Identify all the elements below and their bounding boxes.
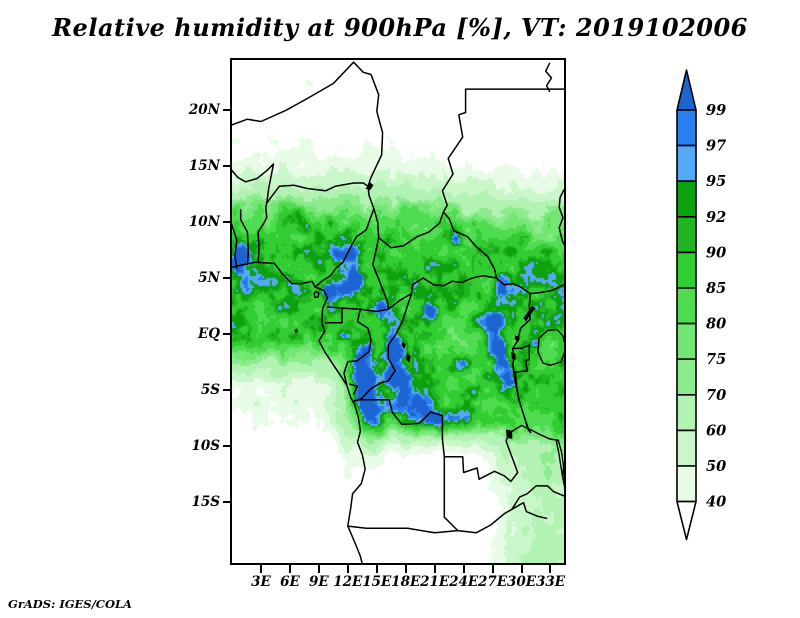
colorbar-tick-label: 95 [706, 173, 726, 190]
lat-tick-label: 15N [188, 158, 220, 175]
lat-tick-mark [223, 165, 232, 168]
colorbar-tick-label: 97 [706, 138, 726, 155]
plot-title: Relative humidity at 900hPa [%], VT: 201… [52, 13, 748, 42]
lat-tick-mark [223, 388, 232, 391]
lat-tick-label: 20N [188, 102, 220, 119]
lat-tick-label: EQ [197, 325, 220, 342]
lon-tick-label: 6E [280, 574, 300, 590]
lon-tick-label: 21E [420, 574, 450, 590]
country-borders-overlay [232, 61, 564, 563]
colorbar-tick-label: 92 [706, 209, 726, 226]
colorbar-tick-label: 40 [706, 494, 726, 511]
lon-tick-mark [288, 565, 291, 573]
lat-tick-label: 10S [191, 437, 220, 454]
colorbar-tick-label: 90 [706, 244, 726, 261]
grads-attribution: GrADS: IGES/COLA [8, 597, 132, 611]
lon-tick-mark [549, 565, 552, 573]
lon-tick-mark [346, 565, 349, 573]
colorbar-tick-label: 70 [706, 387, 726, 404]
lat-tick-mark [223, 332, 232, 335]
lat-tick-label: 5N [198, 269, 220, 286]
colorbar-tick-label: 80 [706, 316, 726, 333]
lon-tick-mark [491, 565, 494, 573]
lon-tick-label: 3E [251, 574, 271, 590]
colorbar-tick-label: 99 [706, 102, 726, 119]
lat-tick-label: 15S [191, 493, 220, 510]
lat-tick-mark [223, 221, 232, 224]
lon-tick-mark [433, 565, 436, 573]
map-plot-area [232, 60, 564, 563]
lat-tick-mark [223, 276, 232, 279]
lon-tick-mark [462, 565, 465, 573]
lon-tick-label: 30E [506, 574, 537, 590]
lon-tick-label: 27E [478, 574, 508, 590]
lon-tick-label: 15E [362, 574, 392, 590]
lat-tick-mark [223, 500, 232, 503]
lat-tick-label: 10N [188, 214, 220, 231]
lon-tick-label: 12E [333, 574, 363, 590]
lat-tick-mark [223, 109, 232, 112]
lon-tick-label: 9E [309, 574, 329, 590]
lat-tick-label: 5S [200, 381, 220, 398]
lon-tick-mark [404, 565, 407, 573]
lon-tick-mark [375, 565, 378, 573]
lon-tick-label: 24E [449, 574, 479, 590]
lon-tick-mark [520, 565, 523, 573]
lon-tick-label: 18E [391, 574, 421, 590]
colorbar-tick-label: 75 [706, 351, 726, 368]
colorbar-tick-label: 60 [706, 422, 726, 439]
lat-tick-mark [223, 444, 232, 447]
colorbar: 99 97 95 92 90 85 80 75 70 60 50 40 [676, 69, 726, 541]
lon-tick-mark [259, 565, 262, 573]
colorbar-tick-label: 50 [706, 458, 726, 475]
lon-tick-label: 33E [535, 574, 566, 590]
lon-tick-mark [317, 565, 320, 573]
colorbar-tick-label: 85 [706, 280, 726, 297]
